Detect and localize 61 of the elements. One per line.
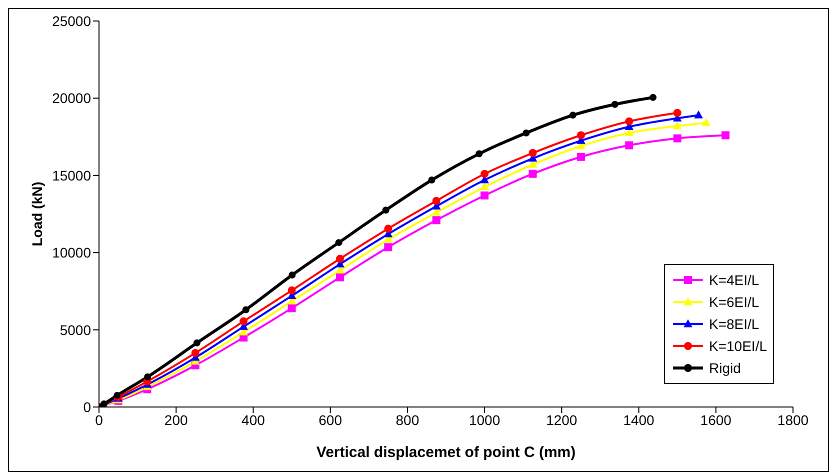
point xyxy=(336,273,344,282)
point xyxy=(625,117,634,126)
y-tick-label: 0 xyxy=(83,398,92,415)
x-tick-label: 1200 xyxy=(546,412,578,428)
point xyxy=(193,339,200,346)
point xyxy=(672,121,682,130)
point xyxy=(528,149,537,158)
point xyxy=(428,176,436,184)
point xyxy=(476,150,483,158)
point xyxy=(335,239,342,246)
y-tick-label: 10000 xyxy=(52,244,92,261)
point xyxy=(382,206,390,214)
point xyxy=(384,224,392,233)
point xyxy=(432,196,440,205)
point xyxy=(480,191,489,200)
y-axis-title: Load (kN) xyxy=(28,182,45,246)
y-tick-label: 20000 xyxy=(52,90,92,106)
y-tick-label: 15000 xyxy=(52,167,92,184)
point xyxy=(576,131,585,140)
point xyxy=(480,182,489,190)
point xyxy=(702,118,711,126)
legend-label: K=4EI/L xyxy=(709,272,760,288)
point xyxy=(611,100,618,108)
x-tick-label: 200 xyxy=(164,412,188,428)
x-tick-label: 1600 xyxy=(700,412,732,428)
point xyxy=(144,373,152,380)
point xyxy=(242,306,250,314)
point xyxy=(673,108,682,117)
point xyxy=(722,131,730,140)
point xyxy=(528,170,537,178)
point xyxy=(191,348,200,357)
x-tick-label: 1000 xyxy=(468,412,500,428)
point xyxy=(569,112,576,119)
point xyxy=(694,110,703,118)
legend-label: Rigid xyxy=(709,360,741,376)
point xyxy=(288,286,296,294)
x-tick-label: 1800 xyxy=(777,412,809,428)
x-tick-label: 800 xyxy=(396,412,420,428)
point xyxy=(673,134,682,142)
y-tick-label: 5000 xyxy=(60,322,92,338)
point xyxy=(480,170,489,178)
point xyxy=(240,317,248,326)
x-axis-title: Vertical displacemet of point C (mm) xyxy=(316,444,576,461)
x-tick-label: 0 xyxy=(95,412,104,428)
point xyxy=(522,129,530,136)
point xyxy=(288,304,296,312)
point xyxy=(576,152,585,161)
point xyxy=(650,94,657,101)
point xyxy=(384,243,392,252)
point xyxy=(336,254,344,263)
legend-label: K=6EI/L xyxy=(709,294,760,310)
point xyxy=(432,216,440,224)
point xyxy=(625,141,634,150)
legend-label: K=8EI/L xyxy=(709,316,760,332)
legend-label: K=10EI/L xyxy=(709,338,767,354)
point xyxy=(288,271,296,278)
x-tick-label: 400 xyxy=(242,412,266,428)
x-tick-label: 1400 xyxy=(623,412,655,428)
point xyxy=(100,400,108,407)
y-tick-label: 25000 xyxy=(52,12,92,29)
x-tick-label: 600 xyxy=(318,412,342,428)
